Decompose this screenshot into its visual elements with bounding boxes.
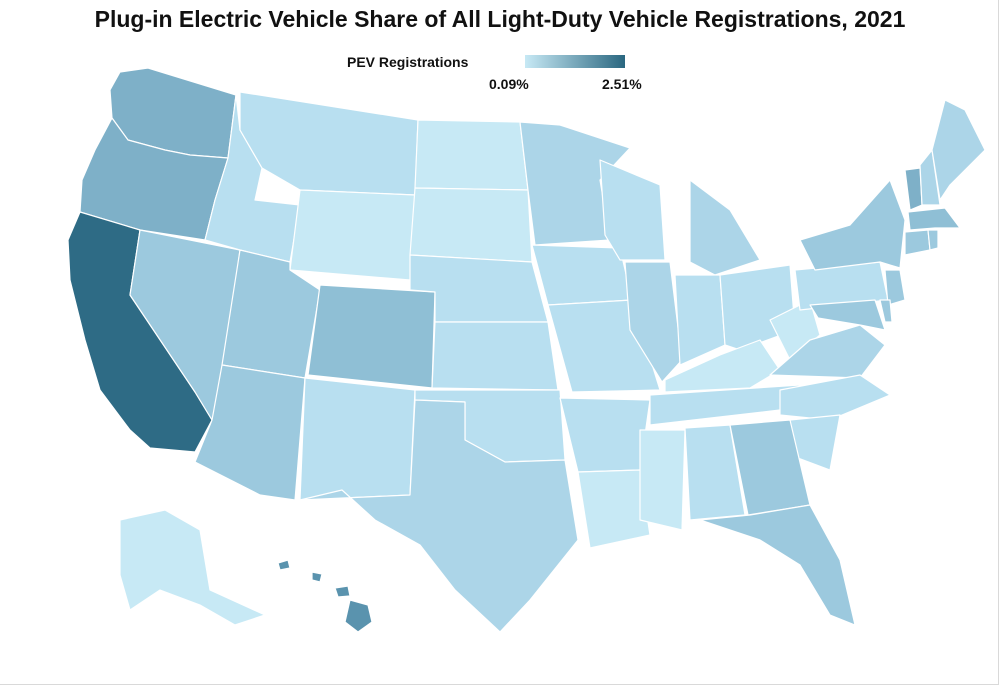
state-hawaii-maui bbox=[335, 586, 350, 597]
state-rhode-island bbox=[928, 230, 938, 250]
state-south-dakota bbox=[410, 188, 532, 262]
state-indiana bbox=[675, 275, 725, 365]
state-north-carolina bbox=[780, 375, 890, 420]
state-new-mexico bbox=[300, 378, 415, 500]
state-new-york bbox=[800, 180, 905, 270]
state-maine bbox=[932, 100, 985, 200]
state-kansas bbox=[432, 322, 558, 390]
state-wisconsin bbox=[600, 160, 665, 260]
state-wyoming bbox=[290, 190, 415, 280]
state-massachusetts bbox=[908, 208, 960, 230]
state-north-dakota bbox=[415, 120, 528, 190]
state-montana bbox=[240, 92, 418, 195]
state-louisiana bbox=[578, 470, 650, 548]
state-mississippi bbox=[640, 430, 685, 530]
state-maryland bbox=[810, 300, 885, 330]
state-michigan bbox=[690, 180, 760, 275]
state-florida bbox=[700, 505, 855, 625]
state-alaska bbox=[120, 510, 265, 625]
state-arkansas bbox=[560, 398, 650, 472]
state-hawaii-big-island bbox=[345, 600, 372, 632]
state-hawaii-oahu bbox=[312, 572, 322, 582]
state-connecticut bbox=[905, 230, 930, 255]
state-hawaii-kauai bbox=[278, 560, 290, 570]
state-vermont bbox=[905, 168, 922, 210]
state-colorado bbox=[308, 285, 435, 388]
